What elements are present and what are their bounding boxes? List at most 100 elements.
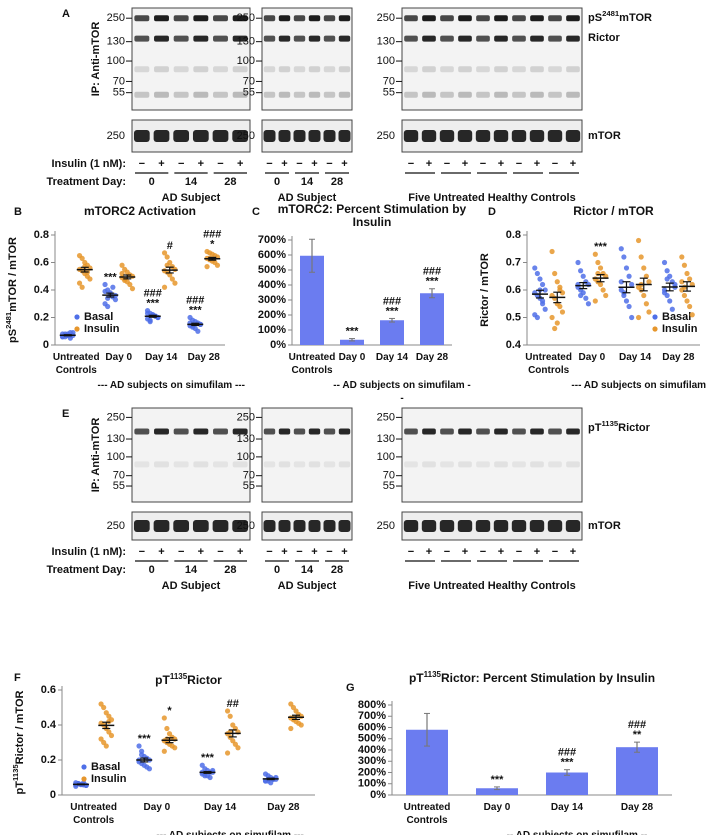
band [232, 15, 248, 22]
loading-panel [261, 511, 353, 541]
mw-marker: 70 [243, 470, 255, 482]
data-point [235, 745, 241, 751]
chart-title: pT1135Rictor: Percent Stimulation by Ins… [382, 668, 682, 685]
loading-panel [131, 119, 251, 153]
band [232, 91, 248, 98]
band [566, 91, 580, 98]
data-point [161, 715, 167, 721]
band [530, 15, 544, 22]
blot-panel [401, 7, 583, 111]
data-point [532, 265, 538, 271]
band [308, 66, 321, 73]
loading-band [565, 520, 581, 532]
band [476, 15, 490, 22]
y-tick-label: 0.5 [506, 311, 521, 323]
data-point [87, 276, 93, 282]
chart-title-part: 1135 [169, 672, 188, 681]
loading-band [278, 130, 291, 142]
loading-band [192, 130, 209, 142]
y-axis-label-part: mTOR / mTOR [7, 237, 19, 312]
insulin-label: Insulin (1 nM): [51, 158, 126, 170]
band [548, 461, 562, 468]
significance-mark: *** [594, 241, 608, 253]
significance-mark: ### [423, 266, 441, 278]
band [323, 66, 336, 73]
data-point [664, 268, 670, 274]
data-point [76, 280, 83, 286]
mw-marker: 250 [237, 12, 255, 24]
insulin-sign: − [444, 158, 450, 170]
insulin-sign: + [281, 546, 287, 558]
data-point [82, 264, 88, 270]
data-point [661, 259, 668, 266]
band [134, 15, 150, 22]
band [193, 91, 209, 98]
insulin-sign: − [139, 546, 145, 558]
data-point [103, 743, 109, 749]
mw-marker: 130 [107, 36, 125, 48]
subject-label: AD Subject [162, 192, 221, 204]
band [422, 428, 436, 435]
data-point [539, 298, 546, 304]
loading-band [308, 520, 321, 532]
band [232, 428, 248, 435]
chart-title: mTORC2 Activation [83, 204, 197, 218]
band [278, 66, 291, 73]
band [263, 428, 276, 435]
data-point [585, 301, 592, 307]
y-tick-label: 0.6 [34, 256, 49, 268]
loading-mw-marker: 250 [237, 130, 255, 142]
loading-label: mTOR [588, 130, 621, 142]
blot-panel [401, 407, 583, 503]
loading-band [323, 520, 336, 532]
band [512, 66, 526, 73]
significance-mark: ## [227, 698, 239, 710]
band [476, 35, 490, 42]
loading-mw-marker: 250 [377, 130, 395, 142]
data-point [592, 298, 598, 304]
data-point [681, 292, 688, 299]
significance-mark: ** [633, 729, 642, 741]
band [440, 428, 454, 435]
band [458, 15, 472, 22]
loading-band [421, 520, 437, 532]
band [530, 428, 544, 435]
y-tick-label: 400% [358, 744, 386, 756]
significance-mark: ### [558, 747, 576, 759]
band [476, 91, 490, 98]
band [232, 461, 248, 468]
loading-band [439, 520, 455, 532]
data-point [214, 262, 221, 268]
band [263, 461, 276, 468]
x-tick-label: Day 28 [415, 352, 449, 363]
band [494, 15, 508, 22]
loading-band [173, 520, 190, 532]
insulin-sign: − [217, 158, 223, 170]
data-point [689, 312, 695, 318]
loading-band [192, 520, 209, 532]
x-tick-label: Day 0 [105, 352, 133, 363]
significance-mark: ### [203, 228, 221, 240]
band [512, 461, 526, 468]
y-axis-label: pS2481mTOR / mTOR [4, 237, 19, 343]
chart-title: pT1135Rictor [89, 670, 289, 687]
data-point [626, 273, 632, 279]
band [422, 91, 436, 98]
band [566, 35, 580, 42]
insulin-sign: + [341, 158, 347, 170]
loading-band [547, 520, 563, 532]
blot-panel [131, 7, 251, 111]
y-tick-label: 0.7 [506, 256, 521, 268]
band [338, 91, 351, 98]
y-tick-label: 500% [358, 733, 386, 745]
band [494, 461, 508, 468]
band [308, 15, 321, 22]
band [154, 66, 169, 73]
mw-marker: 130 [237, 36, 255, 48]
x-tick-label: Untreated Controls [70, 802, 117, 826]
insulin-sign: − [326, 546, 332, 558]
data-point [106, 718, 112, 725]
y-tick-label: 200% [258, 309, 286, 321]
data-point [146, 766, 153, 772]
